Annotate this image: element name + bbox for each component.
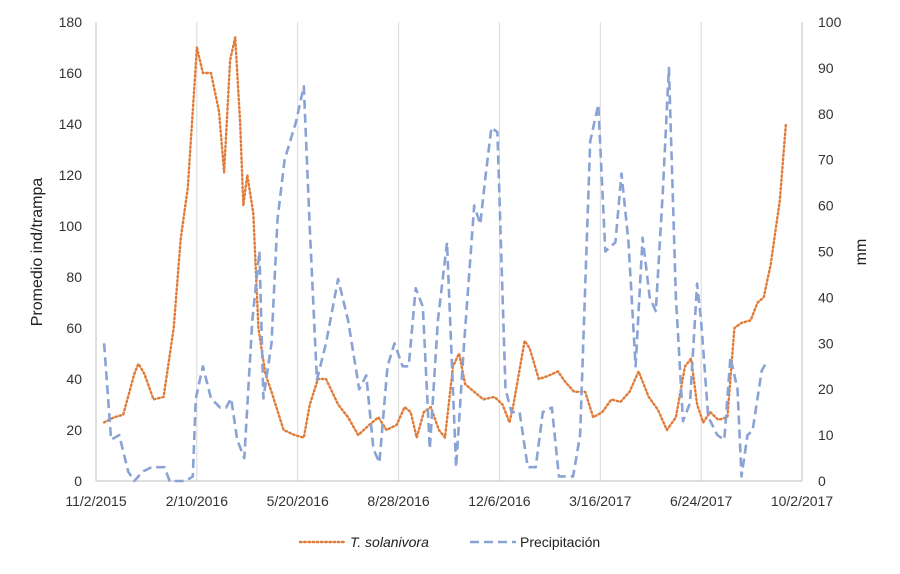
y-right-tick-label: 20 [818,381,834,397]
x-tick-label: 8/28/2016 [367,493,429,509]
y-right-tick-label: 10 [818,427,834,443]
y-left-tick-label: 20 [66,422,82,438]
y-left-tick-label: 160 [59,65,83,81]
y-right-tick-label: 70 [818,152,834,168]
y-right-tick-label: 50 [818,244,834,260]
x-tick-label: 10/2/2017 [771,493,833,509]
y-right-tick-label: 60 [818,198,834,214]
x-tick-label: 3/16/2017 [569,493,631,509]
y-axis-right-label: mm [853,239,870,266]
y-axis-left-label: Promedio ind/trampa [29,178,46,327]
y-left-tick-label: 0 [74,473,82,489]
y-left-tick-label: 140 [59,116,83,132]
y-left-tick-label: 120 [59,167,83,183]
y-left-tick-label: 80 [66,269,82,285]
x-tick-label: 5/20/2016 [267,493,329,509]
legend-label: Precipitación [520,534,600,550]
legend: T. solanivora Precipitación [298,534,600,550]
left-axis-ticks: 0 20 40 60 80 100 120 140 160 180 [59,14,83,489]
x-tick-label: 2/10/2016 [166,493,228,509]
x-tick-label: 6/24/2017 [670,493,732,509]
y-right-tick-label: 30 [818,335,834,351]
y-right-tick-label: 100 [818,14,842,30]
x-tick-label: 11/2/2015 [65,493,126,509]
y-right-tick-label: 90 [818,60,834,76]
series-layer [102,36,788,483]
y-left-tick-label: 60 [66,320,82,336]
y-right-tick-label: 80 [818,106,834,122]
y-right-tick-label: 40 [818,289,834,305]
y-left-tick-label: 100 [59,218,83,234]
right-axis-ticks: 0 10 20 30 40 50 60 70 80 90 100 [818,14,842,489]
x-tick-label: 12/6/2016 [468,493,530,509]
series-line-1 [102,66,768,483]
y-right-tick-label: 0 [818,473,826,489]
x-axis-ticks: 11/2/2015 2/10/2016 5/20/2016 8/28/2016 12/6… [65,493,833,509]
gridlines [95,22,803,481]
legend-label: T. solanivora [350,534,429,550]
y-left-tick-label: 180 [59,14,83,30]
plot-area [95,22,803,482]
y-left-tick-label: 40 [66,371,82,387]
